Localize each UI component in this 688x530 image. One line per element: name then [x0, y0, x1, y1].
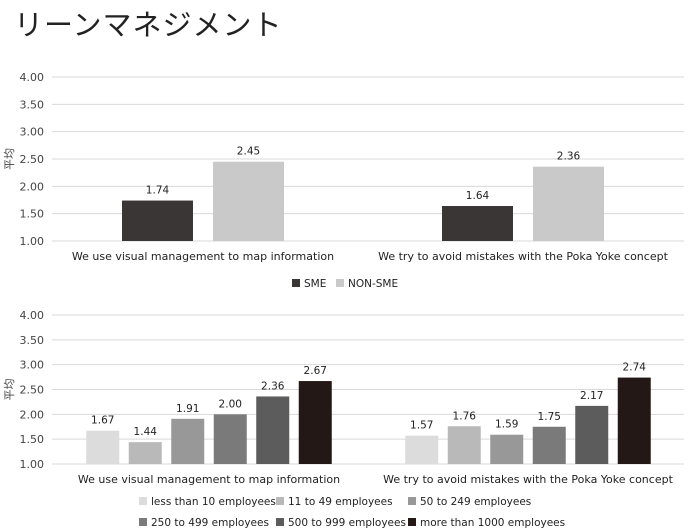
bar: [86, 430, 120, 464]
y-axis-label: 平均: [3, 379, 16, 401]
legend-item: SME: [304, 278, 326, 290]
bar: [575, 405, 609, 464]
y-tick-label: 3.00: [20, 359, 45, 372]
data-label: 2.36: [261, 380, 285, 392]
legend-item: 500 to 999 employees: [288, 517, 406, 529]
chart-sme-vs-nonsme: 平均 1.00 1.50 2.00 2.50 3.00 3.50 4.00 1.74 2.45 We…: [3, 71, 684, 290]
y-tick-label: 1.50: [20, 433, 45, 446]
data-label: 1.76: [453, 410, 477, 422]
legend-item: NON-SME: [348, 278, 398, 290]
legend-item: 11 to 49 employees: [288, 496, 393, 508]
y-tick-label: 2.50: [20, 384, 45, 397]
bar: [128, 442, 162, 464]
bar: [405, 435, 439, 464]
legend-swatch: [336, 279, 344, 287]
y-tick-label: 2.00: [20, 180, 45, 193]
data-label: 2.74: [623, 362, 647, 374]
data-label: 1.91: [176, 403, 199, 415]
data-label: 1.44: [134, 426, 158, 438]
bar: [213, 414, 247, 464]
category-label: We use visual management to map informat…: [78, 473, 340, 486]
bar: [617, 377, 651, 464]
page-title: リーンマネジメント: [14, 8, 283, 42]
legend-item: less than 10 employees: [151, 496, 276, 508]
bar: [298, 381, 332, 464]
legend-swatch: [292, 279, 300, 287]
y-tick-label: 3.50: [20, 334, 45, 347]
bar: [122, 200, 193, 241]
bar: [490, 434, 524, 464]
category-label: We try to avoid mistakes with the Poka Y…: [378, 250, 668, 263]
y-tick-label: 4.00: [20, 309, 45, 322]
y-tick-label: 3.00: [20, 126, 45, 139]
data-label: 1.75: [538, 411, 561, 423]
bar: [171, 418, 205, 464]
y-tick-label: 3.50: [20, 98, 45, 111]
chart-by-company-size: 平均 1.00 1.50 2.00 2.50 3.00 3.50 4.00 1.67 1.44 1.…: [3, 309, 684, 529]
bar: [533, 166, 604, 241]
data-label: 1.64: [466, 190, 490, 202]
y-axis-label: 平均: [3, 148, 16, 170]
y-tick-label: 1.00: [20, 235, 45, 248]
y-tick-label: 4.00: [20, 71, 45, 84]
data-label: 2.00: [219, 398, 242, 410]
data-label: 2.67: [304, 365, 327, 377]
y-tick-label: 2.00: [20, 408, 45, 421]
bar: [532, 426, 566, 464]
y-tick-label: 1.50: [20, 208, 45, 221]
legend-swatch: [276, 497, 284, 505]
legend-swatch: [139, 518, 147, 526]
data-label: 1.57: [410, 420, 433, 432]
bar: [442, 206, 513, 241]
y-tick-label: 1.00: [20, 458, 45, 471]
legend-swatch: [276, 518, 284, 526]
legend-swatch: [139, 497, 147, 505]
data-label: 2.36: [557, 151, 581, 163]
data-label: 2.45: [237, 146, 260, 158]
data-label: 2.17: [580, 390, 603, 402]
legend-item: 250 to 499 employees: [151, 517, 269, 529]
legend-swatch: [408, 497, 416, 505]
data-label: 1.67: [91, 415, 114, 427]
legend-swatch: [408, 518, 416, 526]
y-tick-label: 2.50: [20, 153, 45, 166]
bar: [256, 396, 290, 464]
bar: [213, 161, 284, 241]
category-label: We use visual management to map informat…: [72, 250, 334, 263]
data-label: 1.74: [146, 185, 170, 197]
category-label: We try to avoid mistakes with the Poka Y…: [383, 473, 673, 486]
legend-item: 50 to 249 employees: [420, 496, 531, 508]
bar: [447, 426, 481, 464]
data-label: 1.59: [495, 419, 518, 431]
legend-item: more than 1000 employees: [420, 517, 565, 529]
